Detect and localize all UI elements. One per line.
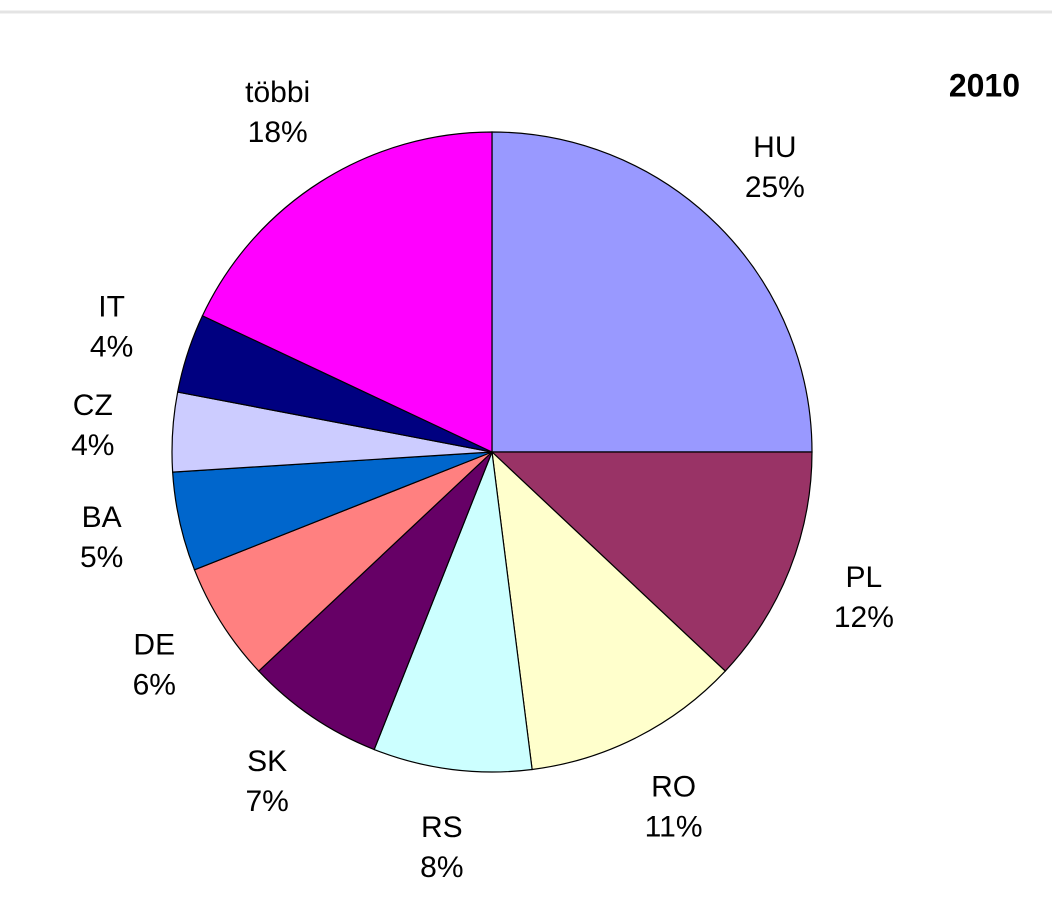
slice-label: DE: [133, 628, 175, 661]
slice-value-label: 8%: [420, 851, 463, 884]
pie-slice: [491, 131, 813, 453]
slice-label: PL: [846, 561, 883, 594]
slice-label: BA: [82, 501, 122, 534]
slice-value-label: 11%: [645, 810, 703, 843]
slice-value-label: 4%: [71, 429, 114, 462]
slice-label: többi: [245, 76, 310, 109]
slice-label: CZ: [73, 389, 113, 422]
slice-value-label: 5%: [80, 541, 123, 574]
slice-value-label: 6%: [133, 668, 176, 701]
slice-value-label: 25%: [745, 171, 805, 204]
slice-label: SK: [247, 745, 287, 778]
pie-slice: [193, 451, 493, 672]
pie-slice: [257, 451, 493, 751]
chart-title: 2010: [949, 67, 1020, 103]
slice-label: RS: [421, 811, 463, 844]
slice-value-label: 7%: [245, 785, 288, 818]
slice-label: HU: [753, 131, 796, 164]
slice-value-label: 12%: [834, 601, 894, 634]
pie-slice: [373, 451, 533, 773]
slice-value-label: 4%: [90, 330, 133, 363]
slice-label: RO: [651, 770, 696, 803]
slice-value-label: 18%: [248, 116, 308, 149]
pie-slice: [201, 131, 493, 453]
pie-slice: [491, 450, 727, 771]
pie-slice: [490, 451, 813, 672]
slice-label: IT: [98, 290, 125, 323]
